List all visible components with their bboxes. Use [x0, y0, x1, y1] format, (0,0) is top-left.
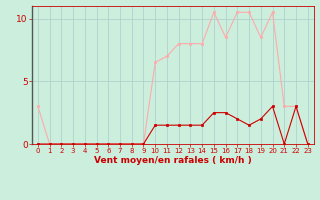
X-axis label: Vent moyen/en rafales ( km/h ): Vent moyen/en rafales ( km/h ): [94, 156, 252, 165]
